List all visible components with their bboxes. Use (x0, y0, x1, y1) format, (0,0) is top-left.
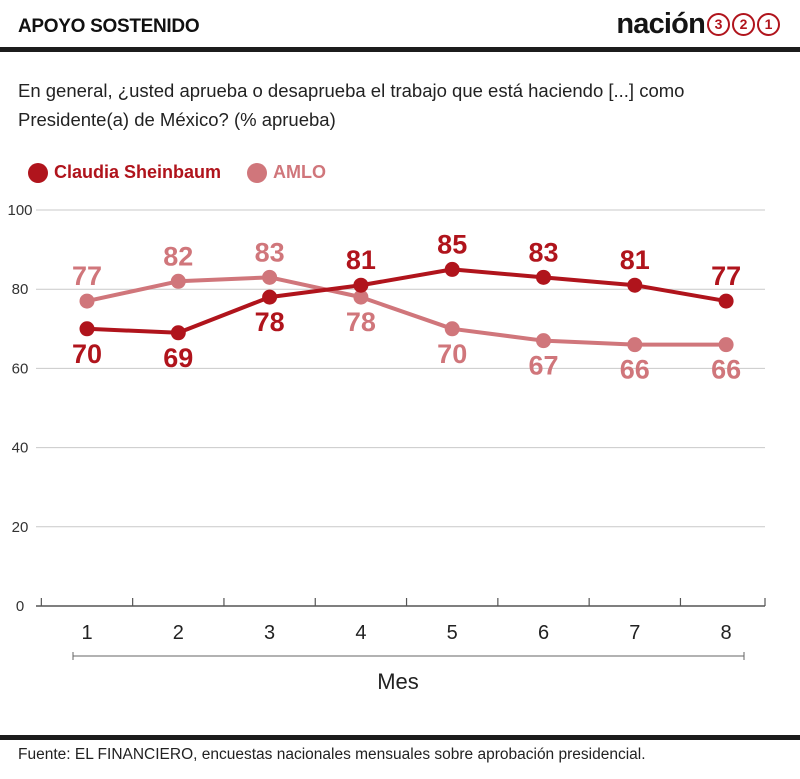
point-sheinbaum-4 (353, 277, 369, 293)
point-amlo-8 (718, 337, 734, 353)
data-label-amlo-4: 78 (346, 307, 376, 337)
y-tick-label-60: 60 (12, 360, 29, 377)
page-title: APOYO SOSTENIDO (18, 16, 200, 37)
point-amlo-6 (536, 333, 551, 349)
brand-wordmark: nación (616, 8, 705, 40)
data-label-sheinbaum-3: 78 (255, 307, 285, 337)
top-divider (0, 47, 800, 52)
data-label-sheinbaum-2: 69 (163, 343, 193, 373)
data-label-sheinbaum-7: 81 (620, 245, 650, 275)
point-sheinbaum-7 (627, 277, 643, 293)
x-tick-label-6: 6 (538, 622, 549, 644)
data-label-sheinbaum-6: 83 (528, 237, 558, 267)
brand-digit-3: 3 (707, 13, 730, 36)
y-tick-label-0: 0 (16, 598, 24, 615)
series-line-sheinbaum (86, 267, 727, 335)
data-label-sheinbaum-8: 77 (711, 261, 741, 291)
data-label-amlo-2: 82 (163, 241, 193, 271)
legend-item-sheinbaum: Claudia Sheinbaum (28, 162, 221, 183)
data-label-amlo-6: 67 (528, 351, 558, 381)
data-label-amlo-3: 83 (255, 237, 285, 267)
chart-subtitle: En general, ¿usted aprueba o desaprueba … (18, 80, 685, 130)
bottom-divider (0, 735, 800, 740)
data-label-sheinbaum-4: 81 (346, 245, 376, 275)
source-footer: Fuente: EL FINANCIERO, encuestas naciona… (18, 746, 646, 763)
brand-digit-2: 2 (732, 13, 755, 36)
point-sheinbaum-6 (536, 269, 551, 285)
legend-dot-amlo (247, 162, 268, 183)
point-amlo-4 (353, 289, 369, 305)
y-tick-label-20: 20 (12, 519, 29, 536)
brand-digit-1: 1 (757, 13, 780, 36)
point-amlo-7 (627, 337, 643, 353)
data-label-amlo-5: 70 (437, 339, 467, 369)
point-sheinbaum-8 (718, 293, 734, 309)
x-tick-label-7: 7 (629, 622, 640, 644)
point-amlo-3 (262, 269, 278, 285)
y-tick-label-40: 40 (12, 440, 29, 457)
chart-legend: Claudia Sheinbaum AMLO (28, 162, 352, 183)
point-amlo-1 (79, 293, 95, 309)
y-tick-label-100: 100 (7, 202, 32, 219)
point-amlo-5 (444, 321, 460, 337)
y-tick-label-80: 80 (12, 281, 29, 298)
legend-label-sheinbaum: Claudia Sheinbaum (54, 162, 222, 182)
brand-logo: nación 3 2 1 (616, 8, 780, 41)
x-tick-label-1: 1 (81, 622, 92, 644)
x-tick-label-2: 2 (173, 622, 184, 644)
point-sheinbaum-3 (262, 289, 278, 305)
x-tick-label-5: 5 (447, 622, 458, 644)
point-sheinbaum-2 (170, 325, 186, 341)
series-line-amlo (86, 275, 727, 347)
x-axis-title: Mes (377, 669, 419, 694)
x-tick-label-3: 3 (264, 622, 275, 644)
data-label-amlo-1: 77 (72, 261, 102, 291)
legend-dot-sheinbaum (28, 162, 48, 183)
x-tick-label-8: 8 (721, 622, 732, 644)
legend-label-amlo: AMLO (273, 162, 327, 182)
data-label-sheinbaum-5: 85 (437, 229, 467, 259)
legend-item-amlo: AMLO (247, 162, 326, 183)
data-label-amlo-7: 66 (620, 355, 650, 385)
point-sheinbaum-5 (444, 261, 460, 277)
data-label-amlo-8: 66 (711, 355, 741, 385)
x-tick-label-4: 4 (355, 622, 366, 644)
point-sheinbaum-1 (79, 321, 95, 337)
data-label-sheinbaum-1: 70 (72, 339, 102, 369)
point-amlo-2 (170, 273, 186, 289)
